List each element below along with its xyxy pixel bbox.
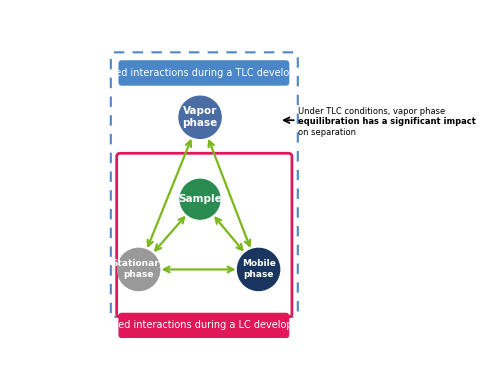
Text: Vapor
phase: Vapor phase [183, 106, 218, 128]
FancyArrowPatch shape [155, 217, 184, 250]
FancyArrowPatch shape [164, 267, 233, 272]
Circle shape [238, 249, 280, 290]
FancyBboxPatch shape [119, 60, 289, 86]
Text: Sample: Sample [178, 194, 222, 204]
Circle shape [118, 249, 160, 290]
FancyArrowPatch shape [148, 141, 191, 246]
FancyBboxPatch shape [119, 313, 289, 338]
FancyArrowPatch shape [216, 218, 243, 250]
Text: Involved interactions during a TLC development: Involved interactions during a TLC devel… [86, 68, 321, 78]
FancyArrowPatch shape [208, 141, 250, 246]
Circle shape [179, 96, 221, 138]
Text: equilibration has a significant impact: equilibration has a significant impact [298, 117, 476, 126]
Text: Stationary
phase: Stationary phase [112, 260, 166, 279]
Text: Under TLC conditions, vapor phase: Under TLC conditions, vapor phase [298, 107, 445, 116]
Circle shape [180, 179, 220, 219]
Text: Involved interactions during a LC development: Involved interactions during a LC develo… [89, 320, 318, 331]
Text: Mobile
phase: Mobile phase [242, 260, 275, 279]
Text: on separation: on separation [298, 128, 356, 137]
